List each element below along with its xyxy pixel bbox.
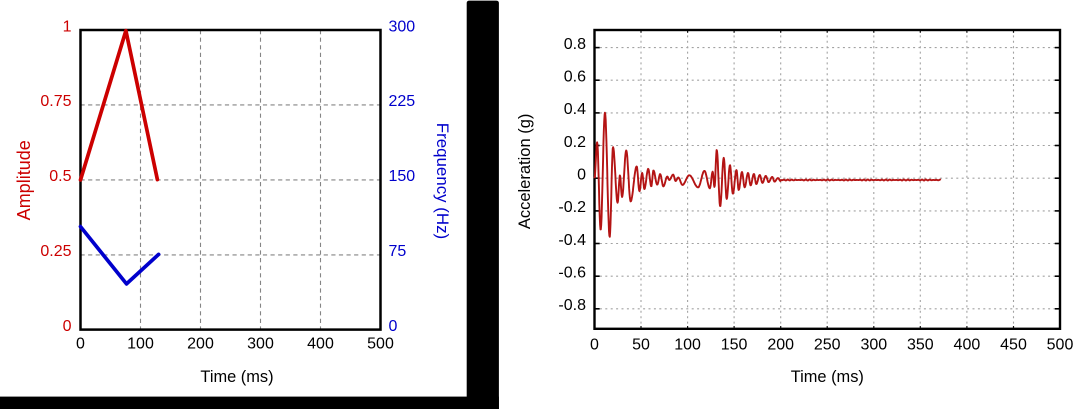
svg-text:-0.6: -0.6 <box>558 265 586 282</box>
svg-text:0: 0 <box>577 167 586 184</box>
svg-text:100: 100 <box>127 336 154 353</box>
svg-text:0: 0 <box>389 318 398 335</box>
svg-text:0: 0 <box>63 318 72 335</box>
svg-text:0.75: 0.75 <box>40 93 71 110</box>
svg-text:Acceleration (g): Acceleration (g) <box>516 114 534 230</box>
svg-text:0: 0 <box>76 336 85 353</box>
svg-text:350: 350 <box>907 337 934 354</box>
svg-text:400: 400 <box>954 337 981 354</box>
svg-text:400: 400 <box>307 336 334 353</box>
svg-text:300: 300 <box>389 18 416 35</box>
svg-text:0.6: 0.6 <box>564 69 586 86</box>
svg-text:Amplitude: Amplitude <box>14 140 34 220</box>
svg-text:500: 500 <box>1047 337 1074 354</box>
svg-text:-0.2: -0.2 <box>558 199 586 216</box>
svg-text:Time (ms): Time (ms) <box>791 368 864 386</box>
svg-text:0.25: 0.25 <box>40 243 71 260</box>
svg-text:1: 1 <box>63 18 72 35</box>
svg-text:500: 500 <box>367 336 394 353</box>
svg-text:0.2: 0.2 <box>564 134 586 151</box>
svg-text:150: 150 <box>389 168 416 185</box>
svg-text:0.5: 0.5 <box>49 168 71 185</box>
svg-text:200: 200 <box>767 337 794 354</box>
svg-text:0.8: 0.8 <box>564 36 586 53</box>
svg-text:-0.8: -0.8 <box>558 297 586 314</box>
svg-text:0.4: 0.4 <box>564 101 586 118</box>
svg-text:200: 200 <box>187 336 214 353</box>
svg-text:300: 300 <box>860 337 887 354</box>
svg-text:150: 150 <box>721 337 748 354</box>
svg-text:250: 250 <box>814 337 841 354</box>
svg-text:0: 0 <box>590 337 599 354</box>
svg-text:225: 225 <box>389 93 416 110</box>
svg-text:50: 50 <box>632 337 650 354</box>
svg-text:-0.4: -0.4 <box>558 232 586 249</box>
svg-text:Frequency (Hz): Frequency (Hz) <box>433 123 452 239</box>
svg-text:100: 100 <box>674 337 701 354</box>
svg-text:Time (ms): Time (ms) <box>200 368 273 386</box>
svg-text:75: 75 <box>389 243 407 260</box>
svg-text:450: 450 <box>1000 337 1027 354</box>
svg-text:300: 300 <box>247 336 274 353</box>
